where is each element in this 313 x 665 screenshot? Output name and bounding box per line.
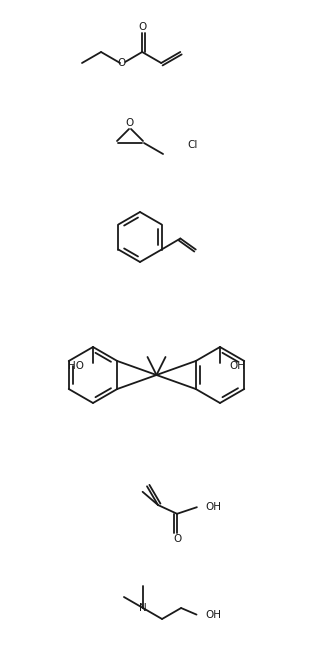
Text: O: O <box>173 533 181 543</box>
Text: OH: OH <box>229 361 245 371</box>
Text: OH: OH <box>206 502 222 512</box>
Text: HO: HO <box>68 361 84 371</box>
Text: O: O <box>138 23 146 33</box>
Text: N: N <box>139 603 147 613</box>
Text: Cl: Cl <box>187 140 197 150</box>
Text: O: O <box>126 118 134 128</box>
Text: O: O <box>117 58 125 68</box>
Text: OH: OH <box>206 610 222 620</box>
